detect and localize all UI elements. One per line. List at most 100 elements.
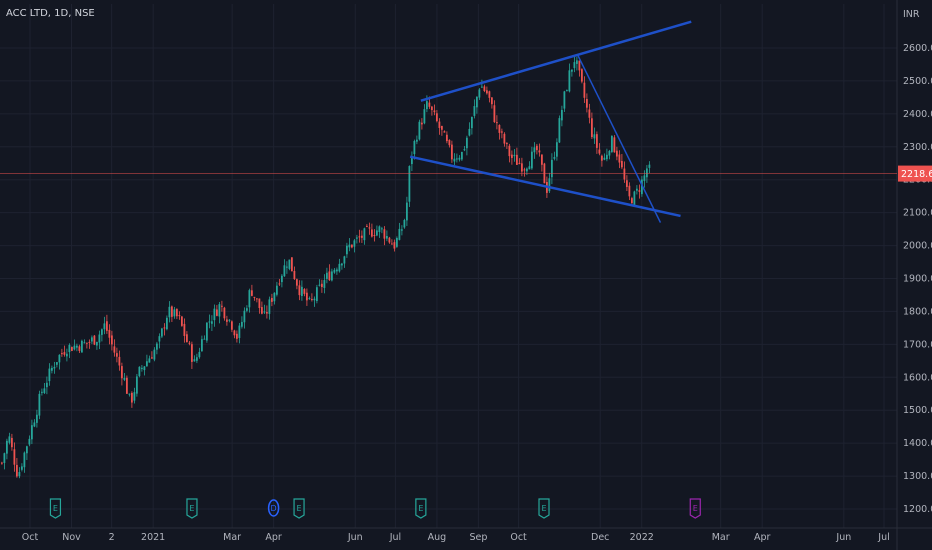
candle-down [493, 105, 496, 123]
candle-down [290, 257, 293, 272]
candle-up [408, 166, 411, 202]
earnings-marker [49, 498, 62, 519]
candle-up [300, 286, 303, 297]
candle-up [273, 292, 276, 302]
candle-up [318, 284, 321, 286]
candle-up [43, 388, 46, 394]
candle-up [200, 339, 203, 352]
candle-down [518, 162, 521, 164]
candle-up [603, 157, 606, 160]
candle-down [535, 145, 538, 151]
candle-up [380, 228, 383, 230]
candle-down [445, 134, 448, 142]
candle-down [638, 190, 641, 192]
candle-up [418, 121, 421, 140]
candle-up [343, 256, 346, 264]
candle-up [48, 368, 51, 382]
candle-up [323, 280, 326, 288]
currency-label: INR [903, 9, 920, 20]
candle-up [325, 272, 328, 279]
candle-up [33, 422, 36, 427]
candle-down [438, 121, 441, 128]
candle-up [555, 142, 558, 157]
candle-down [185, 334, 188, 343]
candle-up [53, 366, 56, 369]
candle-down [360, 235, 363, 238]
candle-down [623, 168, 626, 180]
candle-down [320, 283, 323, 287]
candle-up [330, 271, 333, 281]
candle-up [283, 265, 286, 277]
candle-down [498, 124, 501, 133]
x-tick-label: 2022 [630, 532, 654, 543]
candle-down [370, 229, 373, 237]
candle-up [385, 236, 388, 239]
candle-up [20, 466, 23, 470]
candle-up [148, 358, 151, 363]
candle-up [38, 393, 41, 416]
candle-up [68, 344, 71, 353]
candle-down [93, 335, 96, 345]
candle-down [278, 283, 281, 285]
candle-up [8, 436, 11, 443]
x-tick-label: Apr [754, 532, 771, 543]
candle-up [168, 306, 171, 318]
candle-down [520, 163, 523, 172]
candle-up [473, 106, 476, 116]
earnings-marker [186, 498, 198, 519]
candle-up [478, 89, 481, 98]
candle-up [228, 319, 231, 321]
candle-down [113, 346, 116, 353]
candle-down [373, 234, 376, 236]
candle-up [153, 349, 156, 360]
candle-up [398, 228, 401, 240]
candle-down [600, 155, 603, 161]
candle-down [428, 102, 431, 107]
candle-up [133, 392, 136, 401]
candle-down [235, 333, 238, 339]
candle-up [348, 244, 351, 248]
candle-down [10, 437, 13, 448]
candle-up [238, 325, 241, 339]
candle-up [340, 263, 343, 266]
candle-up [35, 414, 38, 423]
candle-down [350, 244, 353, 248]
candle-up [560, 109, 563, 121]
x-tick-label: 2 [109, 532, 115, 543]
candle-down [420, 122, 423, 125]
candle-down [448, 139, 451, 146]
candle-down [130, 392, 133, 403]
candle-up [18, 472, 21, 477]
candle-down [188, 342, 191, 344]
candle-down [583, 82, 586, 98]
candle-down [500, 131, 503, 133]
candle-down [508, 145, 511, 157]
candle-down [490, 97, 493, 105]
event-marker-letter: E [189, 504, 194, 513]
candle-down [295, 279, 298, 286]
candle-up [570, 69, 573, 72]
y-tick-label: 1400.00 [903, 438, 932, 449]
candle-up [643, 175, 646, 181]
candle-up [58, 354, 61, 363]
x-tick-label: Jul [877, 532, 889, 543]
candle-down [540, 154, 543, 165]
candle-down [613, 137, 616, 153]
candle-down [120, 366, 123, 379]
candle-up [315, 287, 318, 302]
candle-up [338, 263, 341, 272]
x-tick-label: Jun [347, 532, 363, 543]
candle-up [410, 156, 413, 165]
candle-down [115, 353, 118, 357]
candle-up [465, 137, 468, 149]
candle-down [388, 237, 391, 243]
y-tick-label: 2400.00 [903, 109, 932, 120]
candle-down [310, 299, 313, 301]
candle-down [298, 285, 301, 296]
candle-up [513, 154, 516, 157]
candle-down [595, 134, 598, 148]
candle-up [165, 317, 168, 330]
candle-up [378, 226, 381, 232]
